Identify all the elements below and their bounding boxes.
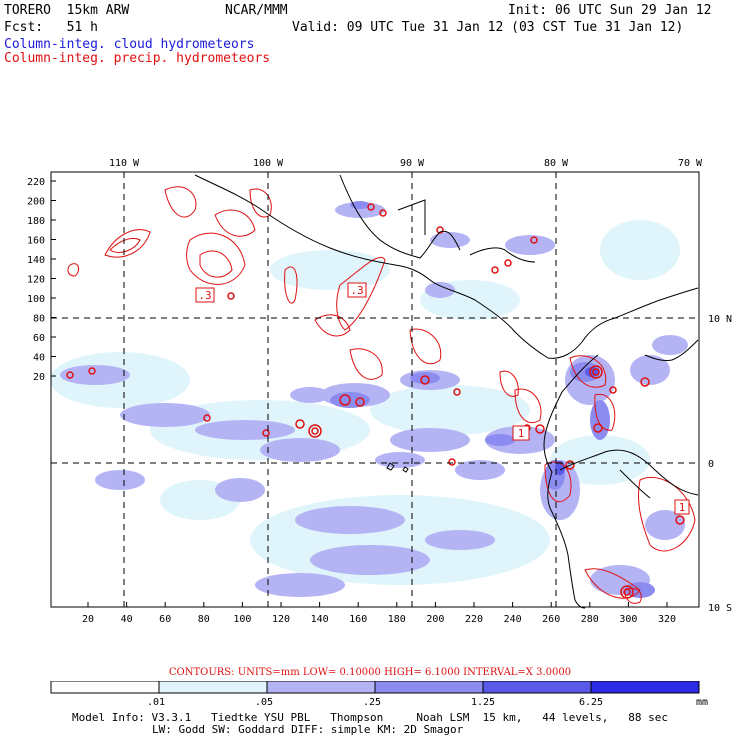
lat-labels: 10 N 0 10 S — [708, 314, 732, 614]
y-tick-label: 80 — [33, 314, 45, 325]
y-tick-label: 180 — [27, 216, 45, 227]
x-tick-label: 80 — [198, 614, 210, 625]
map-frame — [50, 171, 700, 608]
y-tick-label: 160 — [27, 236, 45, 247]
lat-label: 10 N — [708, 314, 732, 325]
contour-label: .3 — [350, 284, 363, 297]
y-tick-label: 40 — [33, 353, 45, 364]
y-tick-label: 200 — [27, 197, 45, 208]
x-tick-label: 240 — [504, 614, 522, 625]
colorbar-swatch — [482, 681, 592, 694]
x-tick-label: 160 — [349, 614, 367, 625]
lon-label: 100 W — [253, 158, 284, 169]
lon-label: 90 W — [400, 158, 425, 169]
colorbar-swatch — [590, 681, 700, 694]
colorbar-swatch — [374, 681, 484, 694]
x-tick-label: 300 — [619, 614, 637, 625]
model-info: Model Info: V3.3.1 Tiedtke YSU PBL Thomp… — [72, 712, 668, 736]
valid-time: Valid: 09 UTC Tue 31 Jan 12 (03 CST Tue … — [292, 20, 684, 35]
x-tick-label: 320 — [658, 614, 676, 625]
colorbar-level-label: .05 — [255, 697, 274, 708]
x-tick-label: 200 — [426, 614, 444, 625]
colorbar-level-label: 6.25 — [579, 697, 604, 708]
lat-lon-grid — [51, 172, 699, 607]
field-cloud-label: Column-integ. cloud hydrometeors — [4, 37, 255, 52]
x-tick-label: 280 — [581, 614, 599, 625]
lon-label: 110 W — [109, 158, 140, 169]
x-tick-label: 180 — [388, 614, 406, 625]
lat-label: 10 S — [708, 603, 732, 614]
model-info-line1: Model Info: V3.3.1 Tiedtke YSU PBL Thomp… — [72, 711, 669, 724]
contours-info: CONTOURS: UNITS=mm LOW= 0.10000 HIGH= 6.… — [168, 667, 572, 678]
field-precip-label: Column-integ. precip. hydrometeors — [4, 51, 271, 66]
lon-label: 80 W — [544, 158, 569, 169]
contour-labels: .3 .3 1 1 — [195, 282, 690, 515]
y-tick-label: 120 — [27, 275, 45, 286]
colorbar — [50, 681, 700, 694]
x-tick-label: 120 — [272, 614, 290, 625]
colorbar-level-label: .25 — [363, 697, 382, 708]
init-time: Init: 06 UTC Sun 29 Jan 12 — [508, 3, 712, 18]
x-tick-label: 60 — [159, 614, 171, 625]
colorbar-swatch — [50, 681, 160, 694]
model-title: TORERO 15km ARW — [4, 3, 130, 18]
y-tick-label: 20 — [33, 372, 45, 383]
contour-label: .3 — [198, 289, 211, 302]
precip-cells — [66, 203, 685, 599]
contour-label: 1 — [518, 427, 525, 440]
lon-labels: 110 W 100 W 90 W 80 W 70 W — [109, 158, 703, 169]
organization-label: NCAR/MMM — [225, 3, 288, 18]
cloud-shading — [50, 201, 688, 598]
contour-label: 1 — [679, 501, 686, 514]
x-tick-label: 140 — [311, 614, 329, 625]
model-info-line2: LW: Godd SW: Goddard DIFF: simple KM: 2D… — [152, 723, 464, 736]
colorbar-level-label: 1.25 — [471, 697, 496, 708]
colorbar-unit: mm — [696, 697, 709, 708]
y-tick-label: 60 — [33, 333, 45, 344]
x-grid-ticks: 20 40 60 80 100 120 140 160 180 200 220 240 260 280 30… — [82, 602, 676, 625]
colorbar-level-label: .01 — [147, 697, 166, 708]
y-tick-label: 140 — [27, 255, 45, 266]
x-tick-label: 20 — [82, 614, 94, 625]
y-tick-label: 220 — [27, 177, 45, 188]
x-tick-label: 100 — [233, 614, 251, 625]
y-grid-ticks: 220 200 180 160 140 120 100 80 60 40 20 — [27, 177, 56, 383]
y-tick-label: 100 — [27, 294, 45, 305]
x-tick-label: 40 — [121, 614, 133, 625]
lat-label: 0 — [708, 459, 714, 470]
x-tick-label: 220 — [465, 614, 483, 625]
lon-label: 70 W — [678, 158, 703, 169]
colorbar-swatch — [266, 681, 376, 694]
forecast-hour: Fcst: 51 h — [4, 20, 98, 35]
colorbar-swatch — [158, 681, 268, 694]
x-tick-label: 260 — [542, 614, 560, 625]
